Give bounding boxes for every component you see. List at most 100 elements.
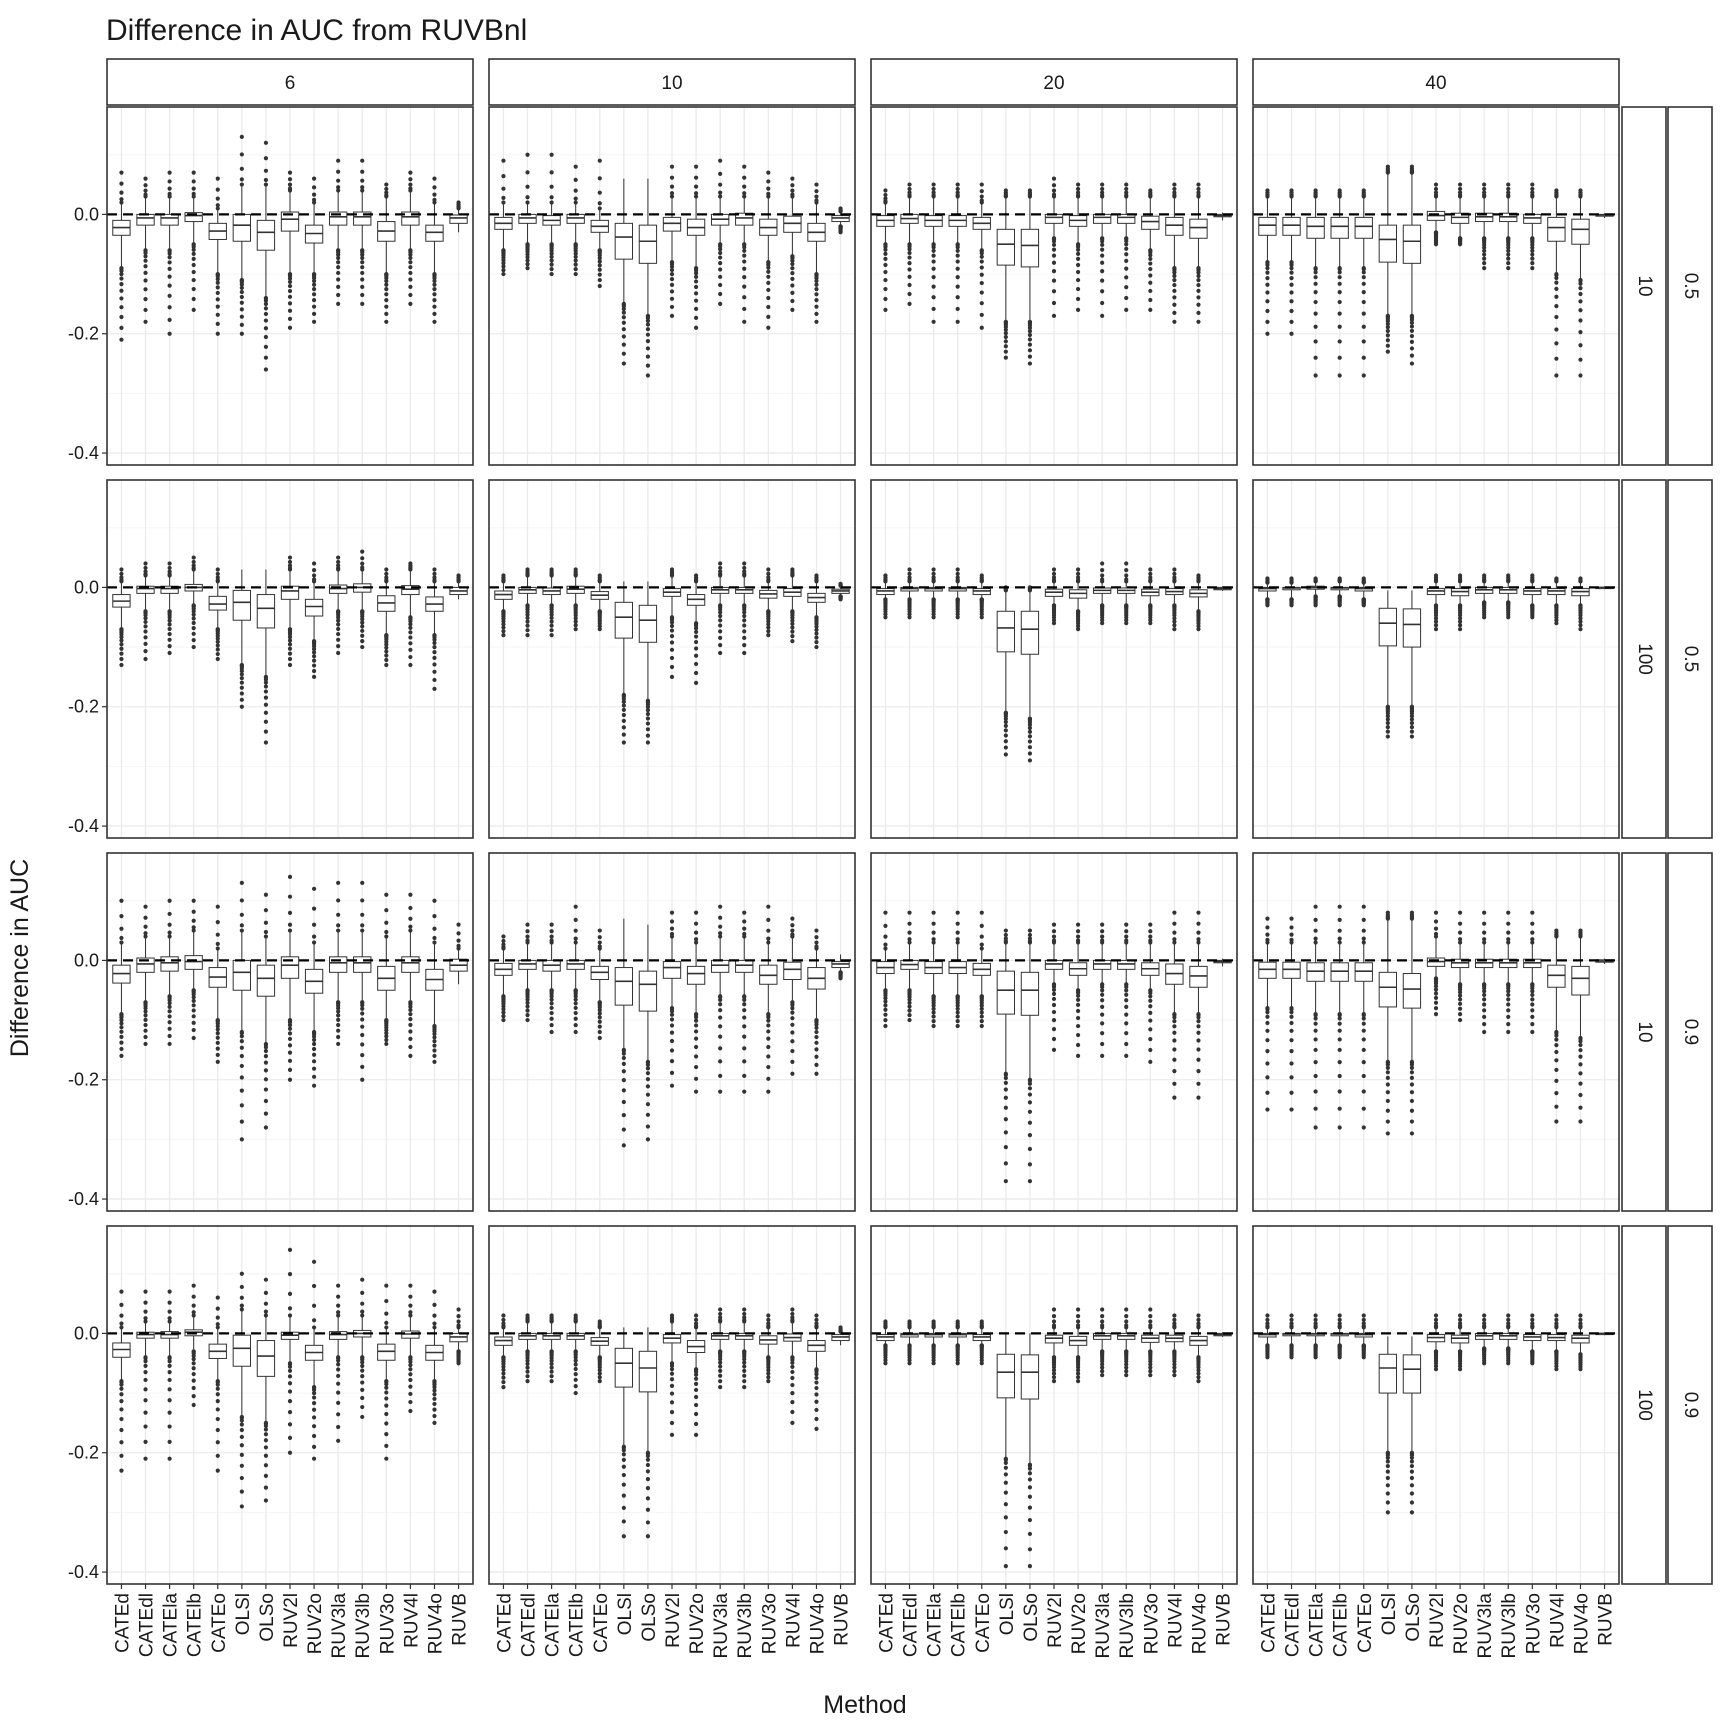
outlier-point xyxy=(1051,260,1057,265)
outlier-point xyxy=(143,1398,148,1403)
outlier-point xyxy=(979,612,984,617)
outlier-point xyxy=(501,174,506,179)
outlier-point xyxy=(718,182,723,187)
outlier-point xyxy=(597,259,602,264)
outlier-point xyxy=(1578,318,1583,323)
outlier-point xyxy=(549,994,554,999)
outlier-point xyxy=(979,1014,984,1019)
outlier-point xyxy=(408,177,413,182)
box-iqr xyxy=(401,956,420,973)
box-CATEo xyxy=(972,910,991,1029)
outlier-point xyxy=(1124,246,1129,251)
outlier-point xyxy=(1578,616,1583,621)
outlier-point xyxy=(766,619,771,624)
outlier-point xyxy=(432,935,437,941)
box-RUV2o xyxy=(304,1259,324,1461)
outlier-point xyxy=(573,1366,578,1372)
outlier-point xyxy=(766,629,771,634)
outlier-point xyxy=(239,1034,244,1039)
outlier-point xyxy=(693,626,699,631)
outlier-point xyxy=(1051,183,1057,188)
outlier-point xyxy=(501,625,506,630)
box-RUV2o xyxy=(686,1313,706,1437)
outlier-point xyxy=(645,1507,651,1512)
outlier-point xyxy=(955,930,960,935)
outlier-point xyxy=(718,255,723,260)
outlier-point xyxy=(263,367,269,372)
outlier-point xyxy=(215,1453,220,1458)
outlier-point xyxy=(408,1029,413,1034)
box-RUV3la xyxy=(1474,910,1494,1035)
outlier-point xyxy=(1265,1049,1270,1054)
outlier-point xyxy=(432,1407,437,1412)
outlier-point xyxy=(143,1363,148,1368)
outlier-point xyxy=(287,559,293,565)
box-iqr xyxy=(1330,962,1349,982)
outlier-point xyxy=(1075,1015,1081,1021)
outlier-point xyxy=(311,886,317,891)
outlier-point xyxy=(336,284,341,289)
outlier-point xyxy=(907,247,912,252)
outlier-point xyxy=(501,200,506,205)
box-CATEd xyxy=(494,573,513,638)
outlier-point xyxy=(883,247,888,252)
outlier-point xyxy=(143,915,148,920)
box-OLSl xyxy=(996,585,1016,757)
box-RUV4l xyxy=(1165,567,1184,632)
outlier-point xyxy=(1265,925,1270,930)
outlier-point xyxy=(143,1289,148,1294)
outlier-point xyxy=(1578,1042,1583,1048)
outlier-point xyxy=(883,1319,888,1324)
outlier-point xyxy=(336,631,341,637)
outlier-point xyxy=(790,1375,795,1381)
outlier-point xyxy=(1172,273,1177,279)
outlier-point xyxy=(742,618,747,623)
outlier-point xyxy=(384,1034,389,1039)
box-iqr xyxy=(1306,216,1325,239)
panel-border xyxy=(870,106,1238,466)
outlier-point xyxy=(336,185,341,190)
outlier-point xyxy=(573,271,578,277)
outlier-point xyxy=(287,1368,293,1373)
outlier-point xyxy=(311,663,317,668)
outlier-point xyxy=(931,1358,936,1363)
outlier-point xyxy=(742,319,747,324)
outlier-point xyxy=(549,567,554,572)
outlier-point xyxy=(621,306,626,312)
outlier-point xyxy=(718,629,723,634)
outlier-point xyxy=(1313,311,1318,316)
outlier-point xyxy=(287,1450,293,1455)
outlier-point xyxy=(1337,928,1342,933)
box-CATEd xyxy=(494,1313,513,1390)
outlier-point xyxy=(1409,1075,1415,1080)
outlier-point xyxy=(1075,575,1081,580)
outlier-point xyxy=(718,1373,723,1378)
outlier-point xyxy=(311,577,317,582)
outlier-point xyxy=(191,1394,196,1399)
outlier-point xyxy=(1433,987,1439,992)
outlier-point xyxy=(1196,940,1201,945)
box-RUV2o xyxy=(1068,922,1088,1058)
outlier-point xyxy=(143,1009,148,1014)
box-CATEla xyxy=(1306,576,1325,608)
box-RUVB xyxy=(449,1307,468,1366)
outlier-point xyxy=(1124,285,1129,290)
outlier-point xyxy=(215,1046,220,1051)
outlier-point xyxy=(955,940,960,945)
outlier-point xyxy=(119,325,124,330)
outlier-point xyxy=(191,918,196,923)
outlier-point xyxy=(287,1291,293,1296)
outlier-point xyxy=(1578,619,1583,624)
outlier-point xyxy=(693,164,699,169)
outlier-point xyxy=(1265,282,1270,287)
outlier-point xyxy=(1361,281,1366,286)
outlier-point xyxy=(215,1052,220,1058)
outlier-point xyxy=(573,1005,578,1011)
outlier-point xyxy=(1027,751,1033,756)
outlier-point xyxy=(311,568,317,573)
box-CATEd xyxy=(1258,576,1277,608)
box-OLSo xyxy=(1402,590,1422,739)
outlier-point xyxy=(360,556,365,561)
outlier-point xyxy=(814,640,819,645)
outlier-point xyxy=(549,623,554,628)
